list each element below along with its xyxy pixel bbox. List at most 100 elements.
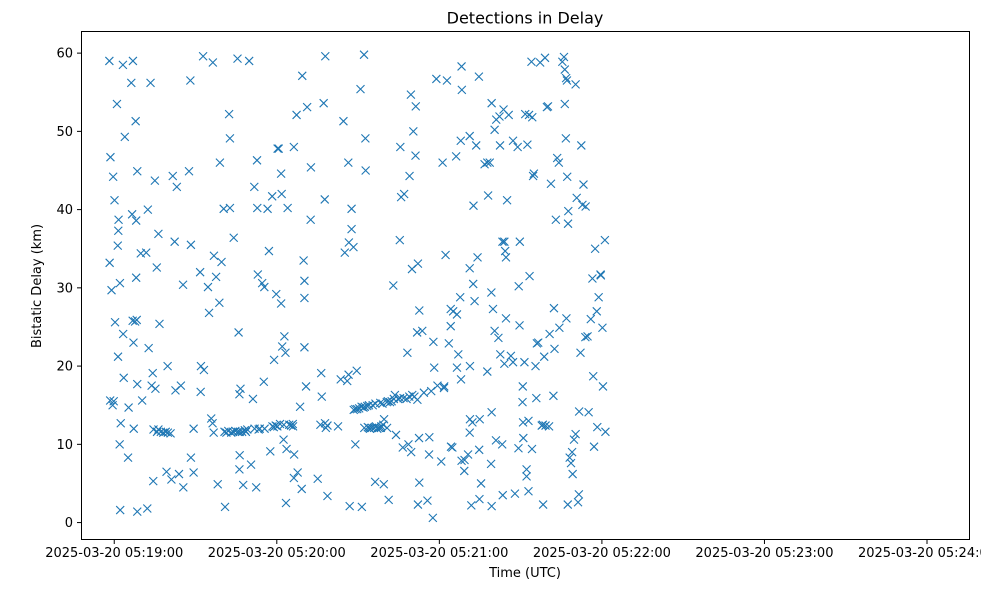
- data-point: [457, 85, 467, 95]
- data-point: [236, 384, 245, 394]
- data-point: [480, 159, 489, 169]
- data-point: [468, 418, 477, 427]
- data-point: [297, 71, 307, 81]
- data-point: [350, 439, 360, 449]
- data-point: [112, 99, 122, 109]
- data-point: [494, 333, 503, 343]
- data-point: [186, 453, 196, 463]
- data-point: [281, 498, 291, 508]
- data-point: [248, 394, 258, 404]
- data-point: [474, 445, 484, 455]
- data-point: [277, 342, 287, 351]
- data-point: [361, 166, 371, 175]
- data-point: [263, 204, 272, 214]
- data-point: [487, 98, 497, 108]
- data-point: [209, 428, 219, 437]
- data-point: [242, 425, 252, 434]
- data-point: [559, 52, 569, 62]
- data-point: [313, 474, 323, 484]
- data-point: [549, 391, 558, 401]
- data-point: [144, 343, 154, 353]
- data-point: [572, 193, 582, 203]
- data-point: [299, 256, 309, 265]
- data-point: [339, 116, 348, 126]
- data-point: [214, 298, 224, 308]
- data-point: [150, 176, 160, 186]
- data-point: [524, 416, 533, 426]
- data-point: [506, 351, 516, 361]
- data-point: [225, 203, 235, 213]
- data-point: [475, 494, 484, 504]
- data-point: [178, 482, 188, 492]
- data-point: [592, 306, 602, 316]
- data-point: [476, 479, 486, 488]
- data-point: [166, 428, 175, 438]
- data-point: [347, 204, 356, 214]
- data-point: [295, 402, 305, 412]
- data-point: [283, 203, 293, 213]
- data-point: [453, 349, 463, 359]
- data-point: [259, 282, 269, 292]
- data-point: [161, 427, 171, 437]
- data-point: [174, 469, 184, 479]
- data-point: [429, 363, 439, 373]
- data-point: [115, 439, 125, 449]
- data-point: [523, 140, 532, 150]
- data-point: [374, 423, 384, 433]
- data-point: [167, 475, 176, 484]
- data-point: [541, 421, 550, 430]
- data-point: [105, 258, 115, 268]
- data-point: [109, 396, 119, 406]
- data-point: [576, 348, 585, 358]
- data-point: [465, 361, 475, 371]
- data-point: [495, 141, 505, 150]
- x-tick-label: 2025-03-20 05:19:00: [45, 546, 183, 561]
- data-point: [137, 396, 147, 405]
- data-point: [515, 321, 524, 330]
- data-point: [543, 101, 553, 111]
- data-point: [439, 383, 449, 393]
- data-point: [349, 405, 359, 415]
- data-point: [297, 484, 307, 494]
- data-point: [463, 450, 473, 459]
- data-point: [508, 357, 518, 367]
- data-point: [488, 304, 498, 314]
- data-point: [495, 112, 504, 121]
- data-point: [224, 109, 234, 119]
- data-point: [424, 450, 434, 459]
- data-point: [460, 455, 469, 465]
- data-point: [468, 279, 478, 289]
- data-point: [384, 495, 394, 505]
- data-point: [300, 293, 309, 303]
- data-point: [419, 388, 429, 398]
- data-point: [235, 450, 245, 460]
- data-point: [483, 191, 493, 200]
- data-point: [211, 272, 221, 282]
- data-point: [413, 395, 422, 405]
- data-point: [128, 56, 138, 66]
- data-point: [487, 501, 497, 511]
- data-point: [345, 501, 355, 511]
- data-point: [213, 479, 223, 489]
- data-point: [289, 142, 299, 152]
- data-point: [562, 313, 571, 323]
- data-point: [184, 166, 194, 176]
- data-point: [251, 482, 261, 492]
- data-point: [151, 384, 160, 394]
- data-point: [562, 76, 572, 85]
- data-point: [320, 195, 330, 204]
- data-point: [571, 80, 581, 89]
- data-point: [451, 152, 461, 161]
- data-point: [130, 317, 140, 326]
- data-point: [413, 500, 423, 509]
- data-point: [508, 136, 518, 146]
- data-point: [260, 424, 269, 434]
- y-axis: 0 10 20 30 40 50 60: [56, 47, 82, 531]
- data-point: [114, 215, 123, 225]
- data-point: [539, 352, 549, 362]
- data-point: [417, 326, 427, 336]
- data-point: [132, 507, 142, 517]
- data-point: [452, 310, 462, 319]
- data-point: [567, 447, 577, 457]
- data-point: [563, 500, 573, 509]
